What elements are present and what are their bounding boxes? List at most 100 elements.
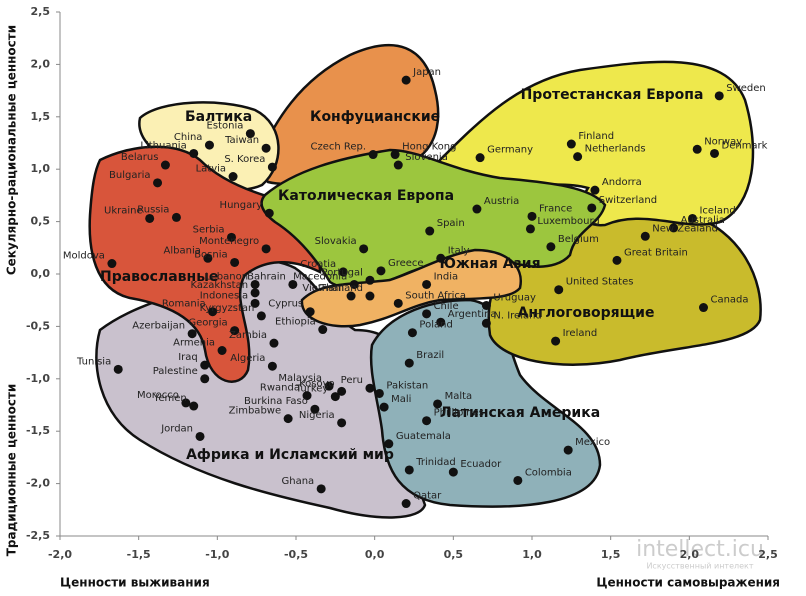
point-label: India	[434, 271, 459, 282]
y-tick-label: -2,5	[26, 529, 50, 542]
point-label: Macedonia	[293, 271, 347, 282]
point-label: Colombia	[525, 467, 572, 478]
point-label: New Zealand	[652, 223, 718, 234]
point	[359, 244, 369, 254]
point	[267, 162, 277, 172]
point	[283, 414, 293, 424]
point	[687, 213, 697, 223]
point-label: Phillipines	[434, 408, 484, 419]
point	[346, 291, 356, 301]
point	[551, 336, 561, 346]
point	[245, 129, 255, 139]
point	[472, 204, 482, 214]
point-label: Latvia	[196, 164, 226, 175]
point	[554, 285, 564, 295]
x-axis-title-left: Ценности выживания	[60, 576, 210, 590]
point-label: Turkey	[295, 384, 329, 395]
point	[160, 160, 170, 170]
region-label: Конфуцианские	[310, 109, 440, 125]
point	[267, 361, 277, 371]
region-label: Протестанская Европа	[521, 87, 704, 103]
point-label: Jordan	[160, 423, 193, 434]
point-label: Belgium	[558, 234, 599, 245]
point	[374, 388, 384, 398]
point	[256, 311, 266, 321]
point-label: Netherlands	[585, 144, 646, 155]
x-tick-label: 2,0	[680, 548, 700, 561]
point	[590, 185, 600, 195]
point	[337, 386, 347, 396]
point	[365, 383, 375, 393]
point	[448, 467, 458, 477]
point-label: Switzerland	[599, 195, 657, 206]
region-label: Африка и Исламский мир	[186, 447, 394, 463]
point-label: Rwanda	[260, 383, 300, 394]
x-tick-label: -2,0	[48, 548, 72, 561]
point-label: Greece	[388, 258, 424, 269]
point	[189, 148, 199, 158]
region-label: Католическая Европа	[278, 188, 454, 204]
point-label: Portugal	[322, 267, 363, 278]
point-label: Andorra	[602, 177, 642, 188]
point-label: Guatemala	[396, 431, 451, 442]
blob-catholic	[260, 148, 607, 290]
point-label: Brazil	[416, 350, 444, 361]
point	[310, 404, 320, 414]
point-label: Vietnam	[302, 283, 344, 294]
point	[404, 358, 414, 368]
point-label: Spain	[437, 218, 465, 229]
point	[546, 242, 556, 252]
point-label: Slovenia	[405, 152, 448, 163]
point	[203, 253, 213, 263]
point	[436, 253, 446, 263]
point	[195, 431, 205, 441]
point	[481, 318, 491, 328]
point	[436, 317, 446, 327]
point	[250, 298, 260, 308]
point	[640, 231, 650, 241]
point-label: Australia	[681, 215, 725, 226]
point	[393, 298, 403, 308]
point-label: Montenegro	[199, 236, 259, 247]
point-label: Iceland	[699, 205, 735, 216]
region-label: Православные	[100, 269, 218, 285]
point	[349, 279, 359, 289]
point-label: Russia	[137, 204, 169, 215]
point	[422, 309, 432, 319]
point-label: Ethiopia	[275, 317, 316, 328]
point-label: United States	[566, 277, 634, 288]
point	[330, 392, 340, 402]
x-tick-label: 1,0	[522, 548, 542, 561]
point-label: Kyrgyzstan	[200, 303, 255, 314]
x-tick-label: -0,5	[284, 548, 308, 561]
region-labels: Балтика Конфуцианские Протестанская Евро…	[100, 87, 703, 463]
point-label: Chile	[434, 301, 459, 312]
point	[338, 267, 348, 277]
point	[208, 307, 218, 317]
point-label: Zimbabwe	[229, 406, 282, 417]
point	[264, 208, 274, 218]
point-label: Morocco	[137, 390, 179, 401]
y-tick-label: 0,0	[31, 267, 51, 280]
point	[401, 499, 411, 509]
point	[228, 172, 238, 182]
point	[316, 484, 326, 494]
x-tick-label: 2,5	[758, 548, 778, 561]
point	[513, 475, 523, 485]
y-tick-label: 1,0	[31, 162, 51, 175]
point-label: Burkina Faso	[244, 396, 308, 407]
point-label: Hungary	[220, 200, 263, 211]
point	[714, 91, 724, 101]
point-label: Estonia	[207, 121, 244, 132]
point-label: Croatia	[300, 259, 336, 270]
x-tick-label: -1,0	[205, 548, 229, 561]
blob-south-asia	[300, 248, 523, 328]
y-tick-label: 1,5	[31, 110, 51, 123]
watermark: intellect.icu	[636, 537, 764, 562]
point	[481, 300, 491, 310]
region-blobs	[88, 43, 762, 519]
point-label: Qatar	[413, 491, 442, 502]
point	[422, 416, 432, 426]
point	[698, 303, 708, 313]
point-label: Argentina	[448, 309, 497, 320]
